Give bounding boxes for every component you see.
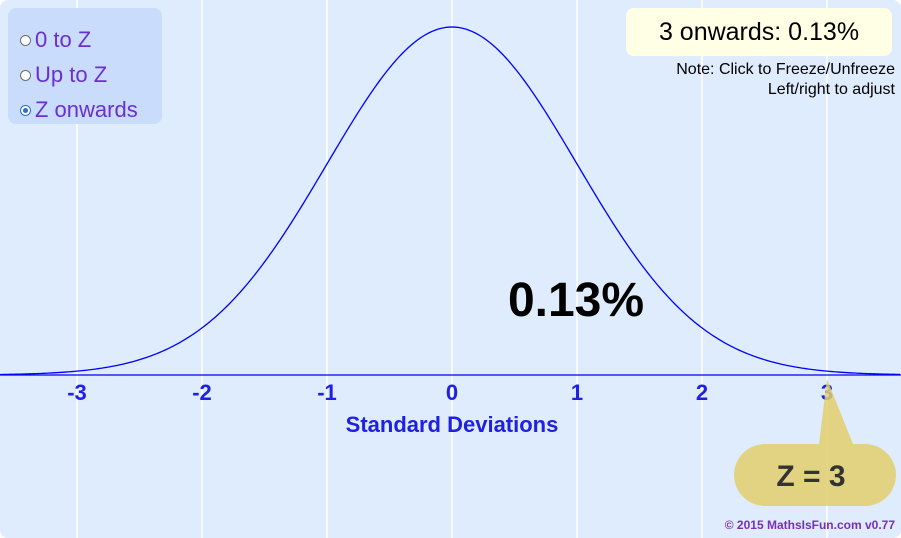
mode-label-0-to-z[interactable]: 0 to Z xyxy=(35,27,92,52)
x-axis-tick-labels: -3-2-10123 xyxy=(67,380,833,405)
result-display: 3 onwards: 0.13% xyxy=(626,8,892,56)
note-line-freeze: Note: Click to Freeze/Unfreeze xyxy=(676,61,895,78)
z-bubble[interactable] xyxy=(734,379,896,506)
tick-label: 0 xyxy=(446,380,458,405)
tick-label: -2 xyxy=(192,380,212,405)
mode-label-up-to-z[interactable]: Up to Z xyxy=(35,62,108,87)
x-axis-title: Standard Deviations xyxy=(346,412,559,437)
mode-option-0-to-z[interactable]: 0 to Z xyxy=(20,26,91,54)
radio-0-to-z[interactable] xyxy=(20,34,31,46)
radio-up-to-z[interactable] xyxy=(20,69,31,81)
z-value-label: Z = 3 xyxy=(776,460,845,493)
instructions-note: Note: Click to Freeze/Unfreeze Left/righ… xyxy=(676,60,895,100)
area-percentage-label: 0.13% xyxy=(508,274,644,327)
tick-label: -1 xyxy=(317,380,337,405)
tick-label: 1 xyxy=(571,380,583,405)
note-line-adjust: Left/right to adjust xyxy=(767,81,895,98)
mode-option-up-to-z[interactable]: Up to Z xyxy=(20,61,107,89)
normal-curve xyxy=(0,26,901,376)
mode-selector: 0 to Z Up to Z Z onwards xyxy=(8,8,162,124)
mode-option-z-onwards[interactable]: Z onwards xyxy=(20,96,138,124)
radio-z-onwards[interactable] xyxy=(20,104,31,116)
tick-label: -3 xyxy=(67,380,87,405)
mode-label-z-onwards[interactable]: Z onwards xyxy=(35,97,138,122)
tick-label: 2 xyxy=(696,380,708,405)
z-marker[interactable]: Z = 3 xyxy=(734,379,896,506)
copyright-notice[interactable]: © 2015 MathsIsFun.com v0.77 xyxy=(724,518,895,532)
